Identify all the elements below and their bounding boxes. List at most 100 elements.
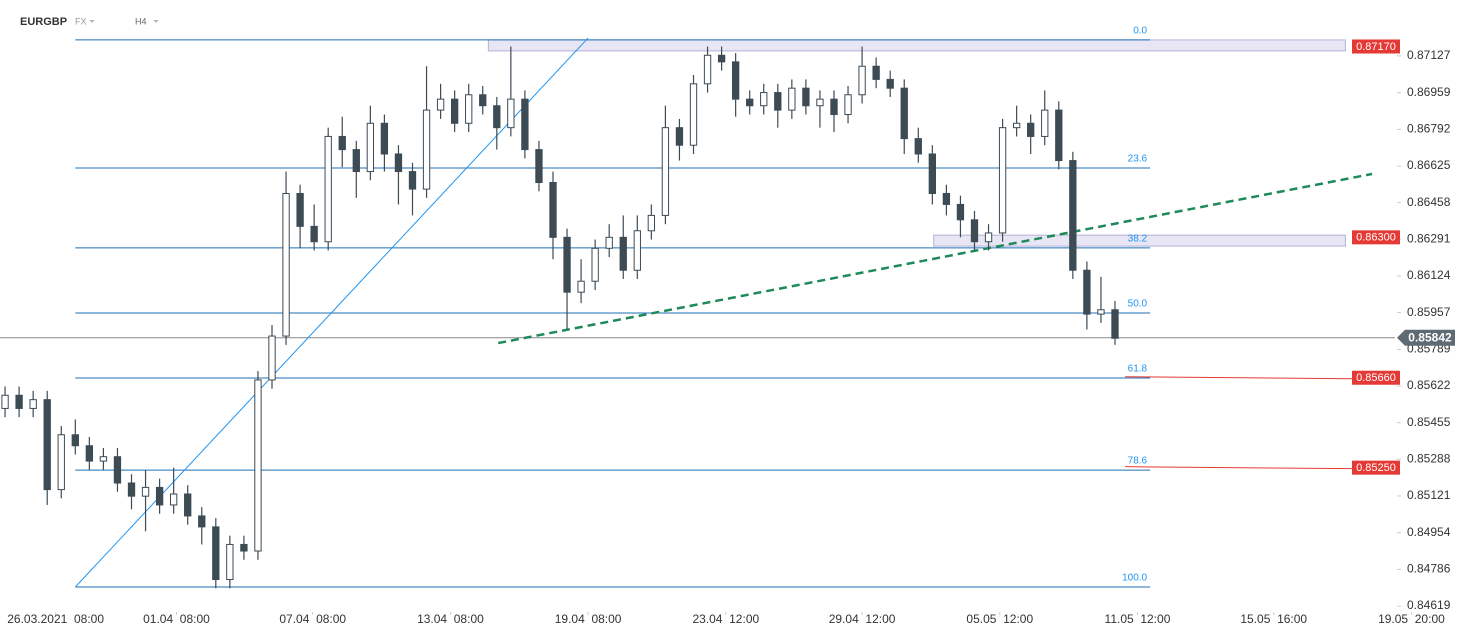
- candle-body: [549, 182, 557, 238]
- candle-body: [338, 135, 346, 151]
- fib-label: 23.6: [1128, 154, 1148, 165]
- candle-body: [240, 543, 248, 552]
- fib-label: 0.0: [1133, 26, 1147, 37]
- timeframe[interactable]: H4: [135, 16, 147, 26]
- candle-body: [1111, 309, 1119, 339]
- candle-body: [1012, 122, 1021, 129]
- zone: [487, 39, 1346, 52]
- candle-body: [29, 399, 37, 409]
- candle-body: [647, 214, 656, 232]
- candle-body: [169, 493, 178, 506]
- price-label: 0.87170: [1356, 41, 1396, 53]
- candle-body: [760, 92, 768, 107]
- candle-body: [268, 335, 276, 381]
- candle-body: [830, 98, 838, 116]
- candle-body: [605, 236, 613, 249]
- candle-body: [366, 122, 375, 173]
- y-tick-label: 0.85121: [1407, 488, 1451, 502]
- candle-body: [535, 149, 543, 184]
- candle-body: [296, 192, 304, 227]
- price-label: 0.85250: [1356, 462, 1396, 474]
- candle-body: [788, 87, 796, 111]
- x-tick-label: 05.05 12:00: [966, 612, 1033, 626]
- candle-body: [493, 105, 501, 129]
- candle-body: [984, 232, 993, 243]
- candle-body: [1097, 309, 1105, 315]
- current-price-box: [1397, 329, 1455, 346]
- symbol: EURGBP: [20, 16, 67, 28]
- candle-body: [661, 127, 670, 216]
- price-label-box: [1352, 230, 1400, 245]
- y-tick-label: 0.86625: [1407, 158, 1451, 172]
- fib-label: 61.8: [1128, 364, 1148, 375]
- candle-body: [324, 135, 332, 243]
- price-label-box: [1352, 460, 1400, 475]
- fib-label: 100.0: [1122, 573, 1147, 584]
- candle-body: [746, 98, 754, 107]
- fib-label: 50.0: [1128, 299, 1148, 310]
- candle-body: [942, 192, 951, 205]
- y-tick-label: 0.86959: [1407, 85, 1451, 99]
- candle-body: [184, 493, 192, 517]
- candle-body: [675, 127, 684, 146]
- candle-body: [436, 98, 445, 111]
- y-tick-label: 0.84786: [1407, 562, 1451, 576]
- candle-body: [591, 247, 599, 282]
- candle-body: [563, 236, 571, 293]
- price-label-box: [1352, 39, 1400, 54]
- price-label: 0.85660: [1356, 372, 1396, 384]
- market[interactable]: FX: [75, 16, 87, 26]
- candle-body: [380, 122, 389, 155]
- candle-body: [689, 83, 698, 146]
- candle-body: [226, 543, 234, 581]
- candle-body: [310, 225, 318, 243]
- candle-body: [858, 65, 866, 96]
- x-tick-label: 29.04 12:00: [829, 612, 896, 626]
- candle-body: [422, 109, 431, 190]
- y-tick-label: 0.86124: [1407, 268, 1451, 282]
- y-tick-label: 0.86792: [1407, 122, 1451, 136]
- candle-body: [872, 65, 880, 80]
- candle-body: [802, 87, 810, 107]
- candle-body: [816, 98, 824, 107]
- x-tick-label: 07.04 08:00: [279, 612, 346, 626]
- x-tick-label: 01.04 08:00: [143, 612, 210, 626]
- candle-body: [465, 94, 473, 124]
- candle-body: [1027, 122, 1035, 137]
- candle-body: [394, 153, 403, 173]
- fib-label: 38.2: [1128, 234, 1148, 245]
- candle-body: [1, 394, 9, 409]
- x-tick-label: 13.04 08:00: [417, 612, 484, 626]
- candle-body: [1069, 160, 1077, 271]
- candle-body: [352, 149, 360, 173]
- candle-body: [479, 94, 487, 107]
- level-line: [1125, 466, 1353, 470]
- candle-body: [717, 54, 726, 63]
- candle-body: [633, 230, 641, 271]
- candle-body: [914, 138, 922, 155]
- y-tick-label: 0.86291: [1407, 231, 1451, 245]
- fib-label: 78.6: [1128, 456, 1148, 467]
- y-tick-label: 0.84619: [1407, 598, 1451, 612]
- candle-body: [774, 92, 782, 111]
- current-price-label: 0.85842: [1408, 330, 1452, 344]
- x-tick-label: 23.04 12:00: [692, 612, 759, 626]
- candle-body: [844, 94, 852, 116]
- candle-body: [731, 61, 740, 100]
- x-tick-label: 15.05 16:00: [1240, 612, 1307, 626]
- trendline: [497, 172, 1373, 345]
- candle-body: [198, 515, 206, 528]
- candle-body: [703, 54, 712, 85]
- y-tick-label: 0.85455: [1407, 415, 1451, 429]
- candle-body: [212, 526, 220, 581]
- dropdown-arrow: [153, 20, 159, 23]
- candle-body: [99, 456, 108, 462]
- candle-body: [15, 394, 23, 409]
- dropdown-arrow: [89, 20, 95, 23]
- candle-body: [71, 434, 79, 447]
- y-tick-label: 0.85288: [1407, 452, 1451, 466]
- candle-body: [970, 219, 979, 243]
- candle-body: [619, 236, 627, 271]
- candle-body: [43, 399, 51, 491]
